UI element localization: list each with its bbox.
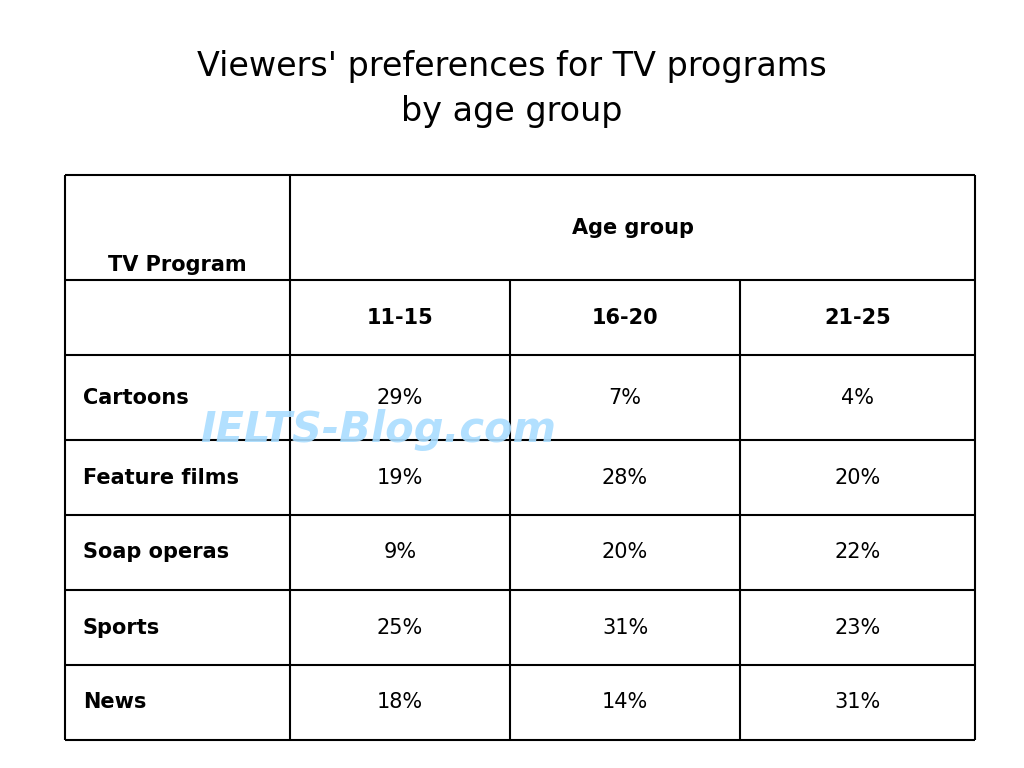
Text: Cartoons: Cartoons xyxy=(83,388,188,408)
Text: 20%: 20% xyxy=(602,542,648,562)
Text: 25%: 25% xyxy=(377,617,423,637)
Text: TV Program: TV Program xyxy=(109,255,247,275)
Text: Age group: Age group xyxy=(571,217,693,237)
Text: News: News xyxy=(83,693,146,713)
Text: 4%: 4% xyxy=(841,388,874,408)
Text: 9%: 9% xyxy=(383,542,417,562)
Text: 22%: 22% xyxy=(835,542,881,562)
Text: 31%: 31% xyxy=(602,617,648,637)
Text: by age group: by age group xyxy=(401,95,623,128)
Text: 23%: 23% xyxy=(835,617,881,637)
Text: 7%: 7% xyxy=(608,388,641,408)
Text: 16-20: 16-20 xyxy=(592,307,658,327)
Text: 18%: 18% xyxy=(377,693,423,713)
Text: 19%: 19% xyxy=(377,468,423,488)
Text: IELTS-Blog.com: IELTS-Blog.com xyxy=(200,409,556,451)
Text: 29%: 29% xyxy=(377,388,423,408)
Text: 31%: 31% xyxy=(835,693,881,713)
Text: 20%: 20% xyxy=(835,468,881,488)
Text: Viewers' preferences for TV programs: Viewers' preferences for TV programs xyxy=(198,50,826,83)
Text: Sports: Sports xyxy=(83,617,160,637)
Text: Feature films: Feature films xyxy=(83,468,239,488)
Text: 11-15: 11-15 xyxy=(367,307,433,327)
Text: 14%: 14% xyxy=(602,693,648,713)
Text: 21-25: 21-25 xyxy=(824,307,891,327)
Text: Soap operas: Soap operas xyxy=(83,542,229,562)
Text: 28%: 28% xyxy=(602,468,648,488)
